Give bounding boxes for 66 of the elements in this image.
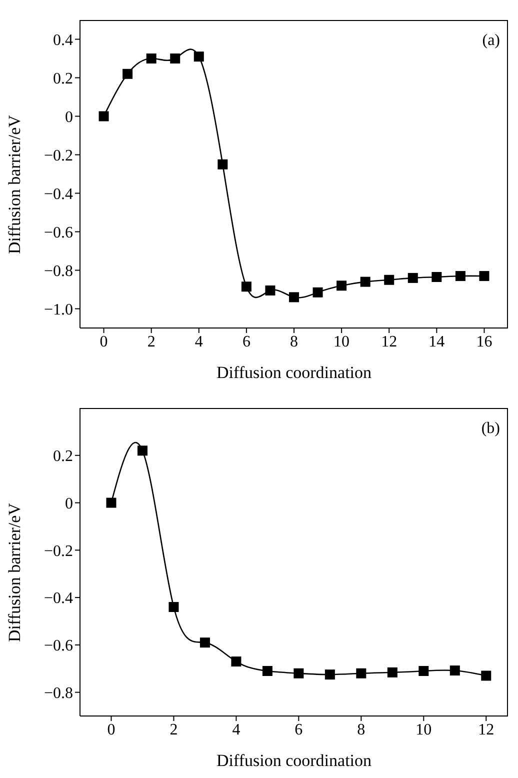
point bbox=[262, 666, 272, 676]
x-tick-label: 8 bbox=[290, 333, 298, 350]
point bbox=[122, 68, 133, 79]
y-tick-label: −0.4 bbox=[44, 590, 73, 608]
annotation: (b) bbox=[481, 420, 500, 438]
x-axis-title: Diffusion coordination bbox=[216, 751, 372, 770]
point bbox=[294, 668, 304, 678]
y-tick-label: −0.8 bbox=[44, 684, 73, 702]
y-tick-label: −0.4 bbox=[44, 186, 73, 203]
point bbox=[450, 666, 460, 676]
point bbox=[265, 285, 276, 296]
y-tick-label: 0 bbox=[65, 108, 73, 126]
x-tick-label: 10 bbox=[334, 333, 350, 350]
x-tick-label: 12 bbox=[478, 721, 494, 738]
point bbox=[408, 272, 418, 283]
point bbox=[231, 656, 242, 667]
x-tick-label: 2 bbox=[147, 333, 156, 350]
x-tick-label: 6 bbox=[242, 333, 250, 350]
point bbox=[168, 602, 179, 612]
point bbox=[146, 54, 156, 64]
y-tick-label: −0.2 bbox=[44, 542, 73, 560]
x-tick-label: 16 bbox=[476, 333, 492, 350]
point bbox=[336, 280, 347, 291]
point bbox=[418, 666, 429, 676]
x-tick-label: 4 bbox=[232, 721, 240, 738]
x-tick-label: 4 bbox=[194, 333, 203, 350]
point bbox=[170, 54, 180, 64]
y-axis-title: Diffusion barrier/eV bbox=[5, 114, 24, 254]
point bbox=[481, 670, 492, 681]
point bbox=[289, 292, 299, 302]
point bbox=[194, 52, 204, 62]
point bbox=[324, 670, 335, 680]
y-tick-label: −0.8 bbox=[44, 262, 73, 280]
x-axis-title: Diffusion coordination bbox=[216, 363, 372, 382]
x-tick-label: 6 bbox=[294, 721, 303, 738]
point bbox=[241, 282, 252, 292]
point bbox=[387, 667, 398, 678]
y-tick-label: 0 bbox=[65, 495, 73, 512]
y-axis-title: Diffusion barrier/eV bbox=[5, 502, 24, 642]
point bbox=[106, 498, 116, 508]
x-tick-label: 8 bbox=[357, 721, 366, 738]
x-tick-label: 0 bbox=[100, 333, 108, 350]
y-tick-label: −0.2 bbox=[44, 147, 73, 164]
point bbox=[432, 272, 442, 282]
x-tick-label: 2 bbox=[170, 721, 178, 738]
x-tick-label: 14 bbox=[428, 333, 445, 350]
y-tick-label: −1.0 bbox=[44, 301, 73, 318]
y-tick-label: 0.4 bbox=[53, 32, 73, 49]
x-tick-label: 10 bbox=[416, 721, 432, 738]
point bbox=[137, 446, 148, 456]
y-tick-label: −0.6 bbox=[44, 638, 73, 655]
y-tick-label: −0.6 bbox=[44, 224, 73, 242]
y-tick-label: 0.2 bbox=[53, 448, 73, 466]
y-tick-label: 0.2 bbox=[53, 70, 73, 88]
point bbox=[200, 638, 210, 648]
x-tick-label: 0 bbox=[107, 721, 116, 738]
point bbox=[384, 274, 394, 285]
annotation: (a) bbox=[482, 32, 500, 50]
point bbox=[218, 159, 228, 170]
point bbox=[479, 271, 490, 282]
point bbox=[360, 276, 370, 287]
point bbox=[455, 271, 466, 282]
x-tick-label: 12 bbox=[381, 333, 398, 350]
point bbox=[312, 287, 323, 298]
point bbox=[98, 111, 109, 122]
point bbox=[356, 668, 366, 678]
